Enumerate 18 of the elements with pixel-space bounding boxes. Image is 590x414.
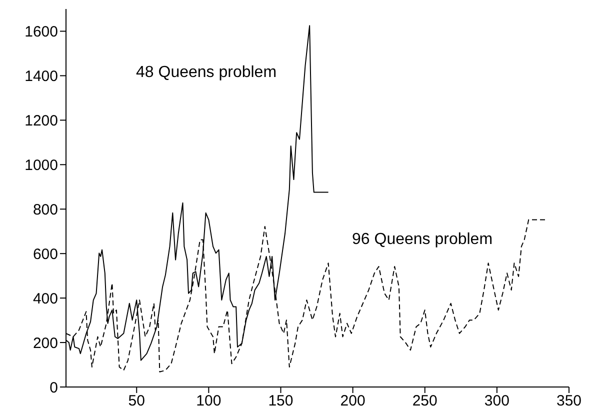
y-tick-label: 0 bbox=[50, 379, 58, 396]
y-tick-label: 800 bbox=[32, 201, 58, 218]
x-tick-label: 100 bbox=[196, 392, 222, 410]
x-tick-label: 250 bbox=[412, 392, 438, 410]
x-tick-label: 350 bbox=[556, 392, 582, 410]
x-tick-label: 200 bbox=[340, 392, 366, 410]
x-tick-label: 50 bbox=[128, 392, 145, 410]
series-label: 96 Queens problem bbox=[352, 231, 493, 249]
y-tick-label: 400 bbox=[32, 290, 58, 308]
series-label: 48 Queens problem bbox=[136, 64, 277, 82]
y-tick-label: 1400 bbox=[24, 68, 58, 86]
x-tick-label: 150 bbox=[268, 392, 294, 410]
y-tick-label: 600 bbox=[32, 246, 58, 263]
y-tick-label: 1600 bbox=[24, 24, 58, 41]
x-tick-label: 300 bbox=[484, 392, 510, 410]
y-tick-label: 200 bbox=[32, 334, 58, 352]
y-tick-label: 1000 bbox=[24, 156, 58, 174]
y-tick-label: 1200 bbox=[24, 112, 58, 130]
